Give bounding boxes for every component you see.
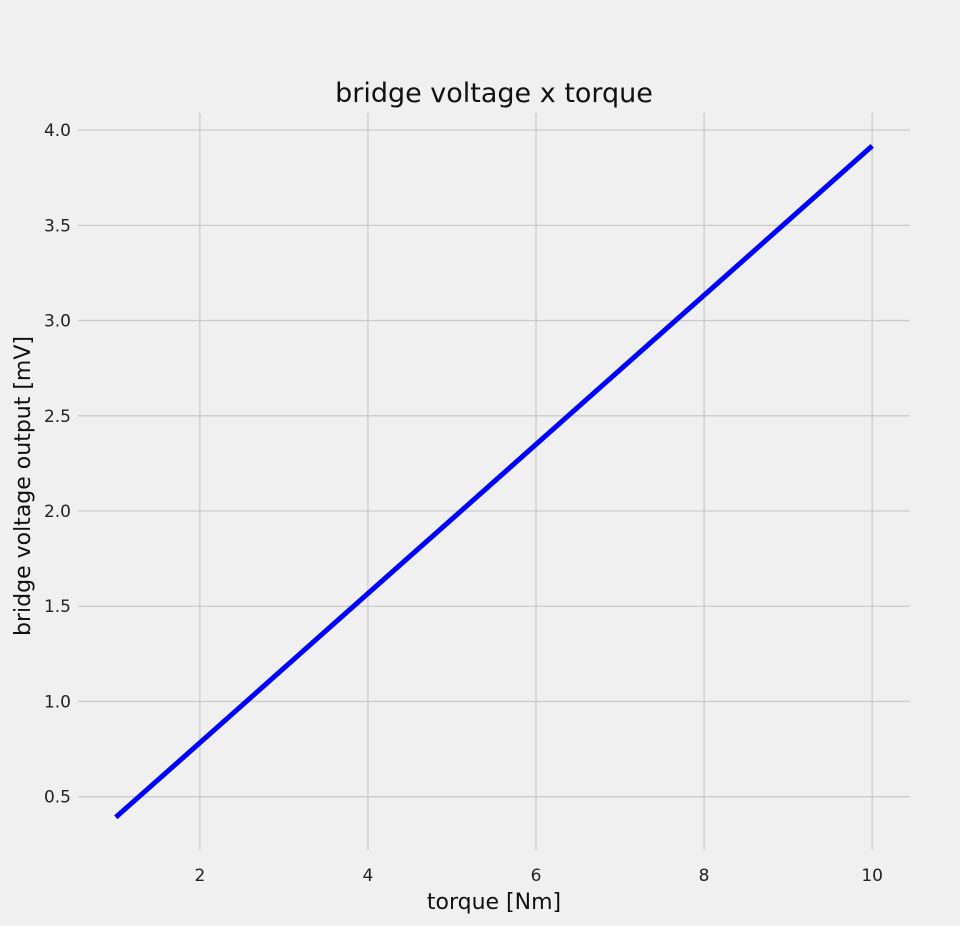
x-tick-label: 6 bbox=[531, 866, 542, 886]
y-tick-label: 2.5 bbox=[44, 407, 71, 427]
y-tick-label: 1.0 bbox=[44, 692, 71, 712]
x-tick-labels: 2 4 6 8 10 bbox=[194, 866, 883, 886]
y-tick-label: 2.0 bbox=[44, 502, 71, 522]
y-tick-label: 1.5 bbox=[44, 597, 71, 617]
x-tick-label: 8 bbox=[699, 866, 710, 886]
chart-title: bridge voltage x torque bbox=[335, 78, 653, 109]
y-tick-labels: 0.5 1.0 1.5 2.0 2.5 3.0 3.5 4.0 bbox=[44, 121, 71, 808]
x-tick-label: 4 bbox=[363, 866, 374, 886]
series-line bbox=[114, 144, 874, 820]
x-tick-label: 10 bbox=[861, 866, 883, 886]
x-tick-label: 2 bbox=[194, 866, 205, 886]
series-layer bbox=[114, 144, 874, 820]
y-axis-label: bridge voltage output [mV] bbox=[11, 336, 36, 636]
y-tick-label: 0.5 bbox=[44, 788, 71, 808]
x-axis-label: torque [Nm] bbox=[427, 890, 561, 915]
x-gridlines bbox=[199, 113, 873, 850]
y-tick-label: 3.5 bbox=[44, 216, 71, 236]
y-tick-label: 4.0 bbox=[44, 121, 71, 141]
y-tick-label: 3.0 bbox=[44, 312, 71, 332]
y-gridlines bbox=[78, 129, 910, 798]
